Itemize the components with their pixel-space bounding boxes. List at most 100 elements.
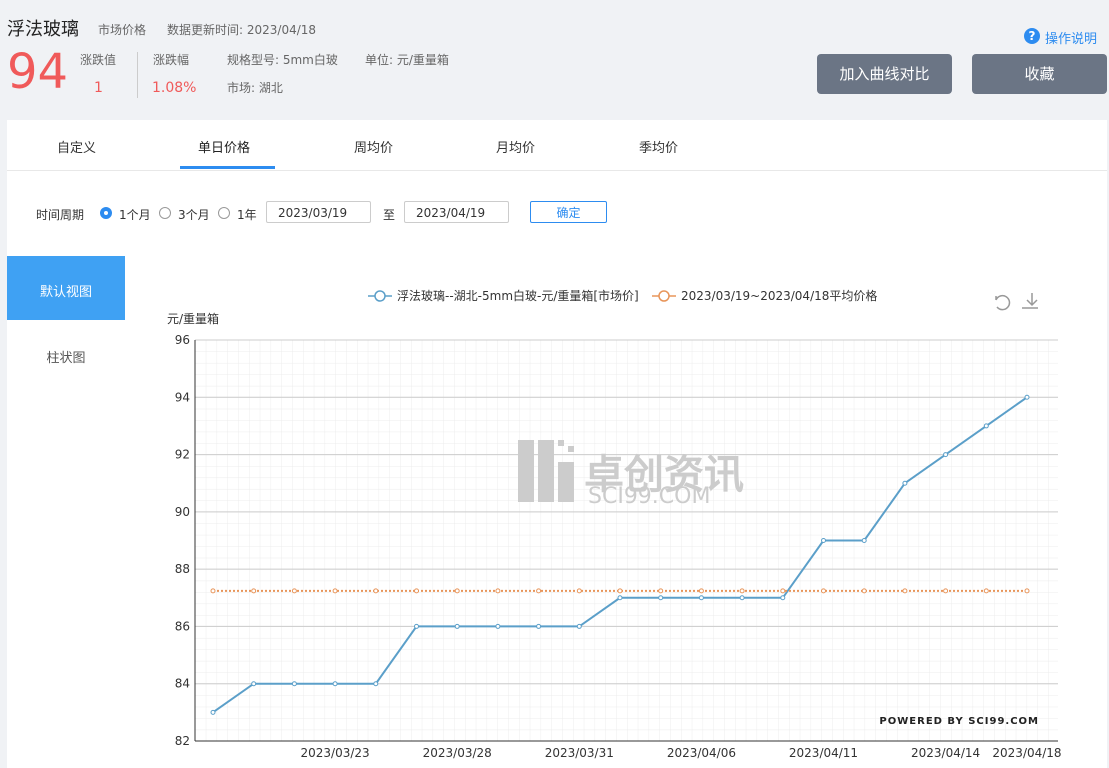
radio-label[interactable]: 1个月: [119, 208, 151, 222]
y-tick-label: 96: [175, 333, 190, 347]
tab-border: [7, 170, 1107, 171]
credit: POWERED BY SCI99.COM: [879, 716, 1039, 727]
period-label: 时间周期: [36, 208, 85, 222]
compare-button[interactable]: 加入曲线对比: [817, 54, 952, 94]
radio[interactable]: [218, 207, 230, 219]
point: [983, 423, 989, 429]
point: [332, 588, 338, 594]
point: [739, 595, 745, 601]
point: [821, 538, 826, 543]
y-axis-title: 元/重量箱: [167, 311, 219, 326]
x-tick-label: 2023/03/23: [301, 746, 370, 760]
legend-label: 浮法玻璃--湖北-5mm白玻-元/重量箱[市场价]: [397, 288, 639, 303]
point: [495, 623, 501, 629]
favorite-button[interactable]: 收藏: [972, 54, 1107, 94]
to-label: 至: [383, 208, 396, 222]
spec: 规格型号: 5mm白玻: [227, 53, 338, 67]
tab[interactable]: 周均价: [354, 141, 394, 156]
tab[interactable]: 自定义: [57, 141, 97, 156]
x-tick-label: 2023/03/28: [423, 746, 492, 760]
point: [414, 588, 419, 594]
y-tick-label: 94: [175, 390, 190, 404]
view-active-bg: [7, 256, 125, 320]
update-time: 数据更新时间: 2023/04/18: [167, 23, 317, 37]
point: [861, 538, 867, 543]
y-tick-label: 84: [175, 677, 190, 691]
x-tick-label: 2023/04/11: [789, 746, 858, 760]
point: [902, 480, 908, 486]
tab[interactable]: 月均价: [496, 141, 536, 156]
confirm-button[interactable]: 确定: [530, 201, 607, 223]
minor-grid: [195, 340, 1058, 741]
watermark-logo: [518, 440, 574, 502]
point: [576, 623, 582, 629]
tab-underline: [180, 166, 275, 169]
y-tick-label: 86: [175, 619, 190, 633]
radio-label[interactable]: 3个月: [178, 208, 210, 222]
point: [780, 588, 786, 594]
y-tick-label: 92: [175, 448, 190, 462]
point: [943, 452, 949, 458]
change-pct: 1.08%: [152, 80, 197, 96]
title: 浮法玻璃: [7, 19, 79, 40]
point: [821, 588, 826, 594]
point: [861, 588, 867, 594]
change-label: 涨跌值: [80, 53, 117, 67]
end-date[interactable]: 2023/04/19: [404, 201, 509, 223]
point: [902, 588, 908, 594]
toolbox[interactable]: [995, 293, 1038, 311]
change: 1: [94, 80, 103, 96]
legend-label: 2023/03/19~2023/04/18平均价格: [681, 288, 877, 303]
point: [291, 681, 297, 687]
start-date[interactable]: 2023/03/19: [266, 201, 371, 223]
help-link[interactable]: 操作说明: [1045, 32, 1098, 47]
point: [1024, 394, 1030, 400]
view-item[interactable]: 柱状图: [46, 351, 86, 366]
radio[interactable]: [100, 207, 112, 219]
point: [291, 588, 297, 594]
point: [373, 588, 379, 594]
point: [454, 588, 460, 594]
point: [1024, 588, 1030, 594]
point: [251, 681, 257, 687]
point: [698, 595, 704, 601]
point: [943, 588, 949, 594]
change-pct-label: 涨跌幅: [153, 53, 190, 67]
tab[interactable]: 季均价: [639, 141, 679, 156]
x-tick-label: 2023/04/14: [911, 746, 980, 760]
point: [617, 595, 623, 601]
x-tick-label: 2023/03/31: [545, 746, 614, 760]
y-tick-label: 82: [175, 734, 190, 748]
legend-marker: [374, 290, 386, 302]
y-tick-label: 90: [175, 505, 190, 519]
point: [210, 709, 216, 715]
watermark: 卓创资讯: [584, 452, 744, 498]
point: [536, 623, 542, 629]
price-type: 市场价格: [98, 23, 147, 37]
legend-marker: [658, 290, 670, 302]
divider: [137, 52, 138, 98]
radio[interactable]: [159, 207, 171, 219]
point: [658, 595, 664, 601]
watermark: SCI99.COM: [588, 484, 710, 509]
point: [617, 588, 623, 594]
unit: 单位: 元/重量箱: [365, 53, 449, 67]
point: [373, 681, 379, 687]
x-tick-label: 2023/04/18: [992, 746, 1061, 760]
point: [414, 623, 419, 629]
x-tick-label: 2023/04/06: [667, 746, 736, 760]
point: [780, 595, 786, 601]
point: [454, 623, 460, 629]
view-item[interactable]: 默认视图: [39, 285, 92, 300]
point: [536, 588, 542, 594]
point: [739, 588, 745, 594]
point: [576, 588, 582, 594]
radio-label[interactable]: 1年: [237, 208, 257, 222]
point: [658, 588, 664, 594]
help-icon[interactable]: ?: [1024, 28, 1040, 44]
point: [251, 588, 257, 594]
tab[interactable]: 单日价格: [198, 141, 251, 156]
market: 市场: 湖北: [227, 81, 283, 95]
